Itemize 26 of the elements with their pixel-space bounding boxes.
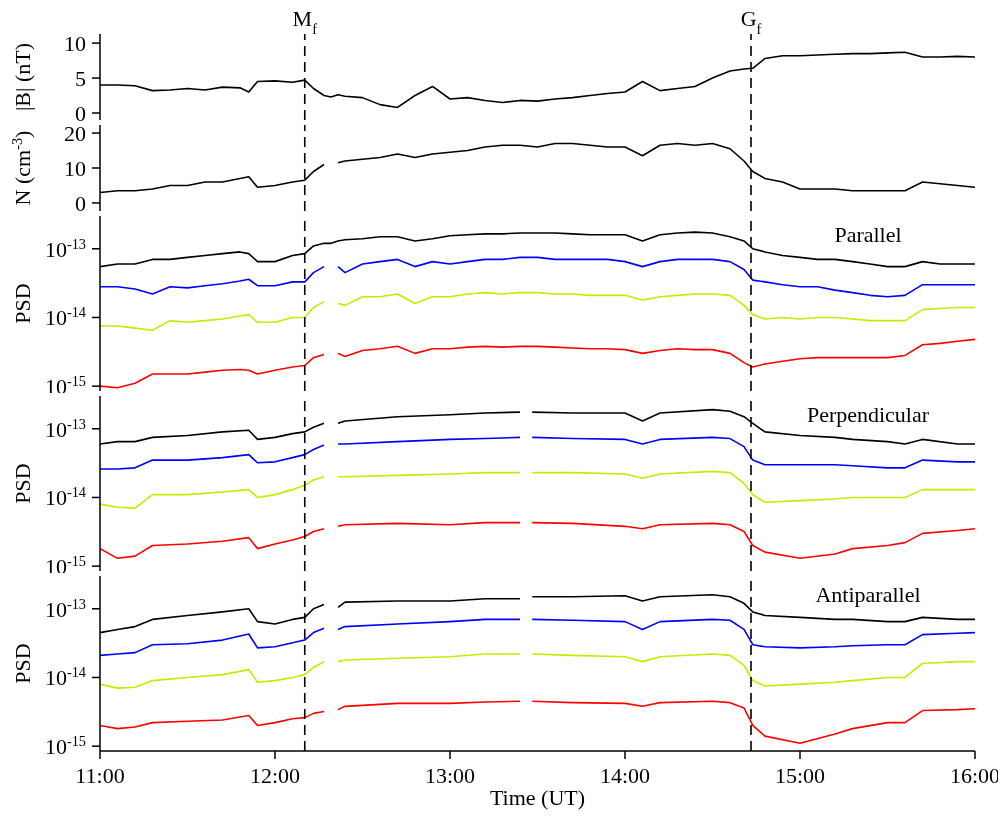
- y-tick-label: 5: [75, 66, 86, 92]
- y-tick-label: 10$^{-15}$: [44, 733, 86, 760]
- y-tick-label: 10$^{-14}$: [44, 304, 86, 331]
- y-axis-title: |B| (nT): [10, 42, 35, 112]
- x-tick-label: 12:00: [249, 763, 301, 788]
- x-axis-title: Time (UT): [489, 785, 586, 810]
- ref-line-label: M$_{f}$: [292, 6, 318, 37]
- y-tick-label: 0: [75, 190, 86, 216]
- y-tick-label: 10$^{-14}$: [44, 484, 86, 511]
- chart-title: Parallel: [833, 222, 903, 248]
- x-tick-label: 11:00: [75, 763, 125, 788]
- x-tick-label: 13:00: [424, 763, 476, 788]
- y-axis-title: PSD: [10, 463, 35, 504]
- y-tick-label: 10$^{-14}$: [44, 664, 86, 691]
- y-axis-title: PSD: [10, 283, 35, 324]
- y-tick-label: 10$^{-13}$: [44, 415, 86, 442]
- y-tick-label: 10$^{-13}$: [44, 595, 86, 622]
- chart-title: Perpendicular: [805, 402, 931, 428]
- y-axis-title: PSD: [10, 643, 35, 684]
- ref-line-label: G$_{f}$: [740, 6, 762, 37]
- y-tick-label: 10: [64, 156, 86, 181]
- y-tick-label: 10$^{-13}$: [44, 235, 86, 262]
- y-tick-label: 10: [64, 31, 86, 57]
- chart-title: Antiparallel: [814, 582, 922, 608]
- x-tick-label: 14:00: [599, 763, 651, 788]
- x-tick-label: 15:00: [774, 763, 826, 788]
